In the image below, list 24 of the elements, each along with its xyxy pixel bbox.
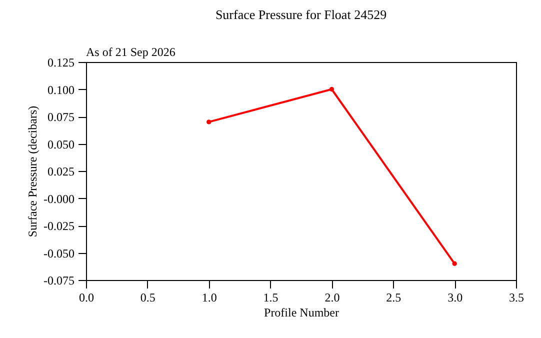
- x-tick-label: 0.5: [140, 290, 156, 304]
- x-axis-title: Profile Number: [264, 306, 339, 320]
- x-tick-label: 1.0: [202, 290, 217, 304]
- y-tick-label: 0.075: [48, 110, 74, 124]
- x-tick-label: 0.0: [79, 290, 94, 304]
- y-tick-label: -0.075: [44, 274, 74, 288]
- x-tick-label: 3.0: [448, 290, 463, 304]
- y-axis-title: Surface Pressure (decibars): [26, 106, 40, 238]
- y-tick-label: -0.025: [44, 219, 74, 233]
- y-tick-label: 0.100: [48, 82, 74, 97]
- chart-title: Surface Pressure for Float 24529: [215, 7, 387, 22]
- y-tick-label: 0.125: [48, 56, 74, 70]
- x-tick-label: 2.0: [324, 290, 340, 304]
- point: [452, 261, 457, 266]
- x-tick-label: 2.5: [386, 290, 402, 304]
- x-tick-label: 1.5: [263, 290, 278, 304]
- y-tick-label: -0.000: [44, 192, 74, 206]
- y-tick-label: -0.050: [44, 246, 74, 260]
- x-tick-label: 3.5: [509, 290, 524, 304]
- y-tick-label: 0.050: [48, 137, 74, 152]
- chart-subtitle: As of 21 Sep 2026: [86, 45, 176, 59]
- point: [206, 120, 212, 124]
- y-tick-label: 0.025: [48, 164, 74, 178]
- point: [329, 86, 334, 92]
